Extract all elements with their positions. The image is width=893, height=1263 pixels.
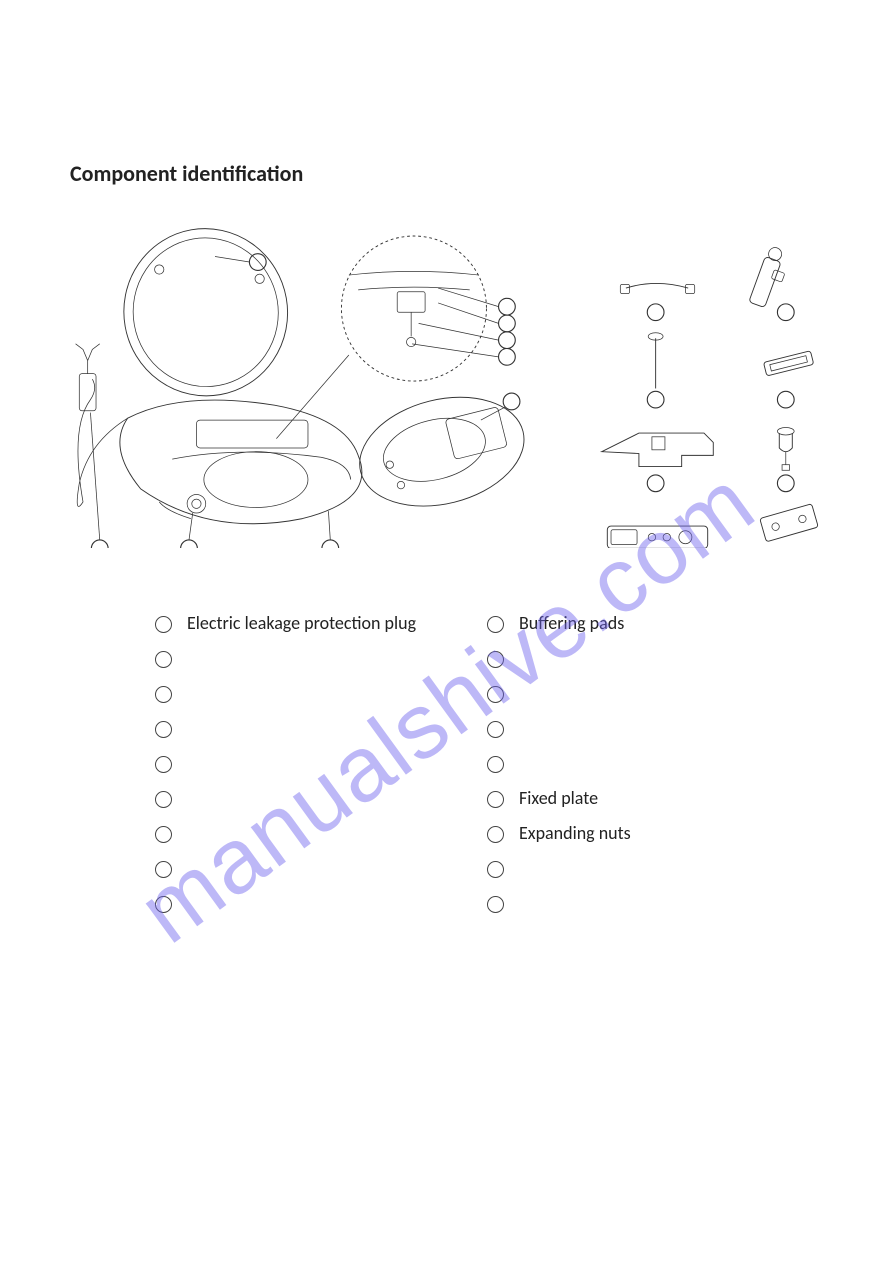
circle-marker-icon <box>487 616 504 633</box>
legend-item <box>487 893 793 915</box>
component-diagram <box>70 223 823 573</box>
legend-item <box>155 823 461 845</box>
legend-item <box>155 648 461 670</box>
legend-item: Expanding nuts <box>487 823 793 845</box>
legend-item <box>155 858 461 880</box>
circle-marker-icon <box>487 896 504 913</box>
legend-item <box>155 683 461 705</box>
circle-marker-icon <box>155 791 172 808</box>
legend-item <box>487 858 793 880</box>
leakage-plug-illustration <box>76 344 128 507</box>
legend-right-column: Buffering pads Fixed plate Expanding nut… <box>487 613 793 915</box>
legend-left-column: Electric leakage protection plug <box>155 613 461 915</box>
diagram-svg <box>70 223 823 548</box>
legend-item: Buffering pads <box>487 613 793 635</box>
legend-item <box>155 718 461 740</box>
legend-item: Electric leakage protection plug <box>155 613 461 635</box>
component-legend: Electric leakage protection plug Bufferi… <box>70 613 823 915</box>
legend-item <box>487 753 793 775</box>
legend-label: Fixed plate <box>519 788 598 810</box>
legend-item <box>155 753 461 775</box>
circle-marker-icon <box>487 826 504 843</box>
legend-item <box>487 718 793 740</box>
accessories-grid <box>602 245 819 548</box>
circle-marker-icon <box>155 616 172 633</box>
circle-marker-icon <box>487 721 504 738</box>
circle-marker-icon <box>155 826 172 843</box>
circle-marker-icon <box>155 756 172 773</box>
circle-marker-icon <box>155 721 172 738</box>
circle-marker-icon <box>487 686 504 703</box>
legend-label: Buffering pads <box>519 613 624 635</box>
circle-marker-icon <box>487 861 504 878</box>
legend-item <box>155 893 461 915</box>
base-underside-illustration <box>348 381 536 523</box>
circle-marker-icon <box>155 896 172 913</box>
legend-item: Fixed plate <box>487 788 793 810</box>
nozzle-detail <box>341 236 486 381</box>
legend-item <box>155 788 461 810</box>
circle-marker-icon <box>487 756 504 773</box>
legend-label: Electric leakage protection plug <box>187 613 416 635</box>
circle-marker-icon <box>155 651 172 668</box>
circle-marker-icon <box>155 686 172 703</box>
bidet-seat-illustration <box>111 223 362 524</box>
page-title: Component identification <box>70 160 823 187</box>
legend-label: Expanding nuts <box>519 823 631 845</box>
circle-marker-icon <box>487 791 504 808</box>
circle-marker-icon <box>487 651 504 668</box>
legend-item <box>487 683 793 705</box>
legend-item <box>487 648 793 670</box>
circle-marker-icon <box>155 861 172 878</box>
